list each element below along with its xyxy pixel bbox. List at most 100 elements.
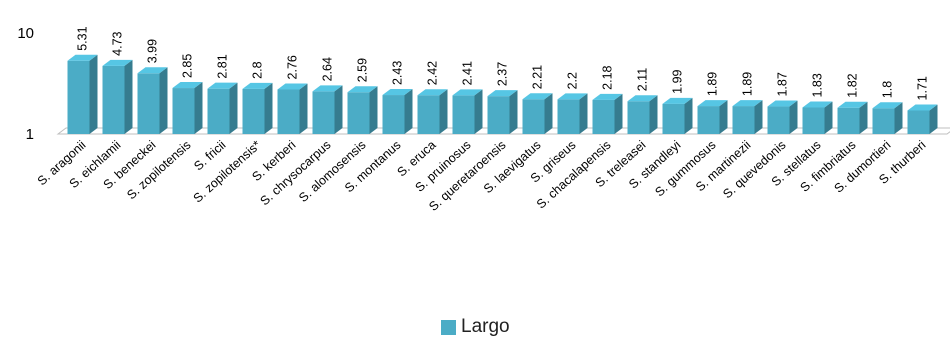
bar-top [67, 54, 98, 61]
bar [207, 82, 238, 134]
data-label: 2.18 [601, 65, 615, 89]
bar-top [872, 102, 903, 109]
data-label: 1.82 [846, 73, 860, 97]
bar [172, 82, 203, 134]
bar-front [417, 95, 440, 134]
data-label: 2.37 [496, 62, 510, 86]
bar-top [172, 82, 203, 89]
bar-front [837, 107, 860, 134]
bar-side [544, 93, 553, 134]
data-label: 1.89 [741, 72, 755, 96]
bar [907, 104, 938, 134]
bar [697, 100, 728, 134]
y-tick-label: 1 [26, 126, 34, 143]
bar [592, 93, 623, 134]
bar-side [124, 59, 133, 135]
bar [837, 101, 868, 134]
bar-front [347, 92, 370, 134]
bar-front [277, 89, 300, 134]
data-label: 2.43 [391, 61, 405, 85]
bar-top [417, 89, 448, 96]
bar-side [439, 89, 448, 134]
bar-side [264, 82, 273, 134]
bar-side [579, 93, 588, 134]
bar [522, 93, 553, 134]
bar [277, 83, 308, 134]
bar [102, 59, 133, 135]
bar-side [334, 85, 343, 134]
data-label: 1.89 [706, 72, 720, 96]
data-label: 2.64 [321, 57, 335, 81]
bar-top [802, 101, 833, 108]
data-label: 2.59 [356, 58, 370, 82]
bar-side [754, 100, 763, 134]
bar-front [697, 106, 720, 134]
y-tick-label: 10 [17, 25, 34, 42]
data-label: 2.41 [461, 61, 475, 85]
bar-top [137, 67, 168, 74]
bar-top [697, 100, 728, 107]
data-label: 2.11 [636, 68, 650, 91]
bar [417, 89, 448, 134]
data-label: 1.8 [881, 81, 895, 98]
bar [382, 89, 413, 134]
bar-front [452, 95, 475, 134]
bar-top [207, 82, 238, 89]
bar-front [592, 99, 615, 134]
bar-top [487, 90, 518, 97]
bar-side [474, 89, 483, 134]
bar-front [557, 99, 580, 134]
bar-top [627, 95, 658, 102]
bar-front [732, 106, 755, 134]
bar-side [89, 54, 98, 134]
bar [67, 54, 98, 134]
bar-side [229, 82, 238, 134]
bar-top [732, 100, 763, 107]
data-label: 3.99 [146, 39, 160, 63]
legend-label: Largo [461, 316, 510, 337]
bar-top [837, 101, 868, 108]
bar-front [137, 73, 160, 134]
bar-side [159, 67, 168, 134]
bar [452, 89, 483, 134]
data-label: 4.73 [111, 31, 125, 55]
data-label: 1.87 [776, 72, 790, 96]
bar-side [194, 82, 203, 134]
bar-top [277, 83, 308, 90]
bar-top [312, 85, 343, 92]
bar [627, 95, 658, 134]
bar-top [452, 89, 483, 96]
bar-front [907, 110, 930, 134]
bar-side [404, 89, 413, 134]
bar-side [299, 83, 308, 134]
data-label: 2.2 [566, 72, 580, 89]
bar-front [172, 88, 195, 134]
bar-front [312, 91, 335, 134]
bar-top [382, 89, 413, 96]
bar-side [859, 101, 868, 134]
bar-top [522, 93, 553, 100]
bar-front [207, 88, 230, 134]
bar [242, 82, 273, 134]
bar-front [102, 65, 125, 134]
bar-side [789, 100, 798, 134]
data-label: 1.99 [671, 69, 685, 93]
bar-front [627, 101, 650, 134]
bar [487, 90, 518, 134]
bar-side [824, 101, 833, 134]
bar-top [347, 86, 378, 93]
bar-top [242, 82, 273, 89]
bar-side [719, 100, 728, 134]
data-label: 2.81 [216, 54, 230, 78]
data-label: 2.8 [251, 61, 265, 78]
legend: Largo [441, 316, 510, 338]
bar-top [907, 104, 938, 111]
bar-front [382, 95, 405, 134]
bar [347, 86, 378, 134]
bar-front [662, 103, 685, 134]
data-label: 2.85 [181, 54, 195, 78]
data-label: 1.83 [811, 73, 825, 97]
bar-front [802, 107, 825, 134]
bar [767, 100, 798, 134]
